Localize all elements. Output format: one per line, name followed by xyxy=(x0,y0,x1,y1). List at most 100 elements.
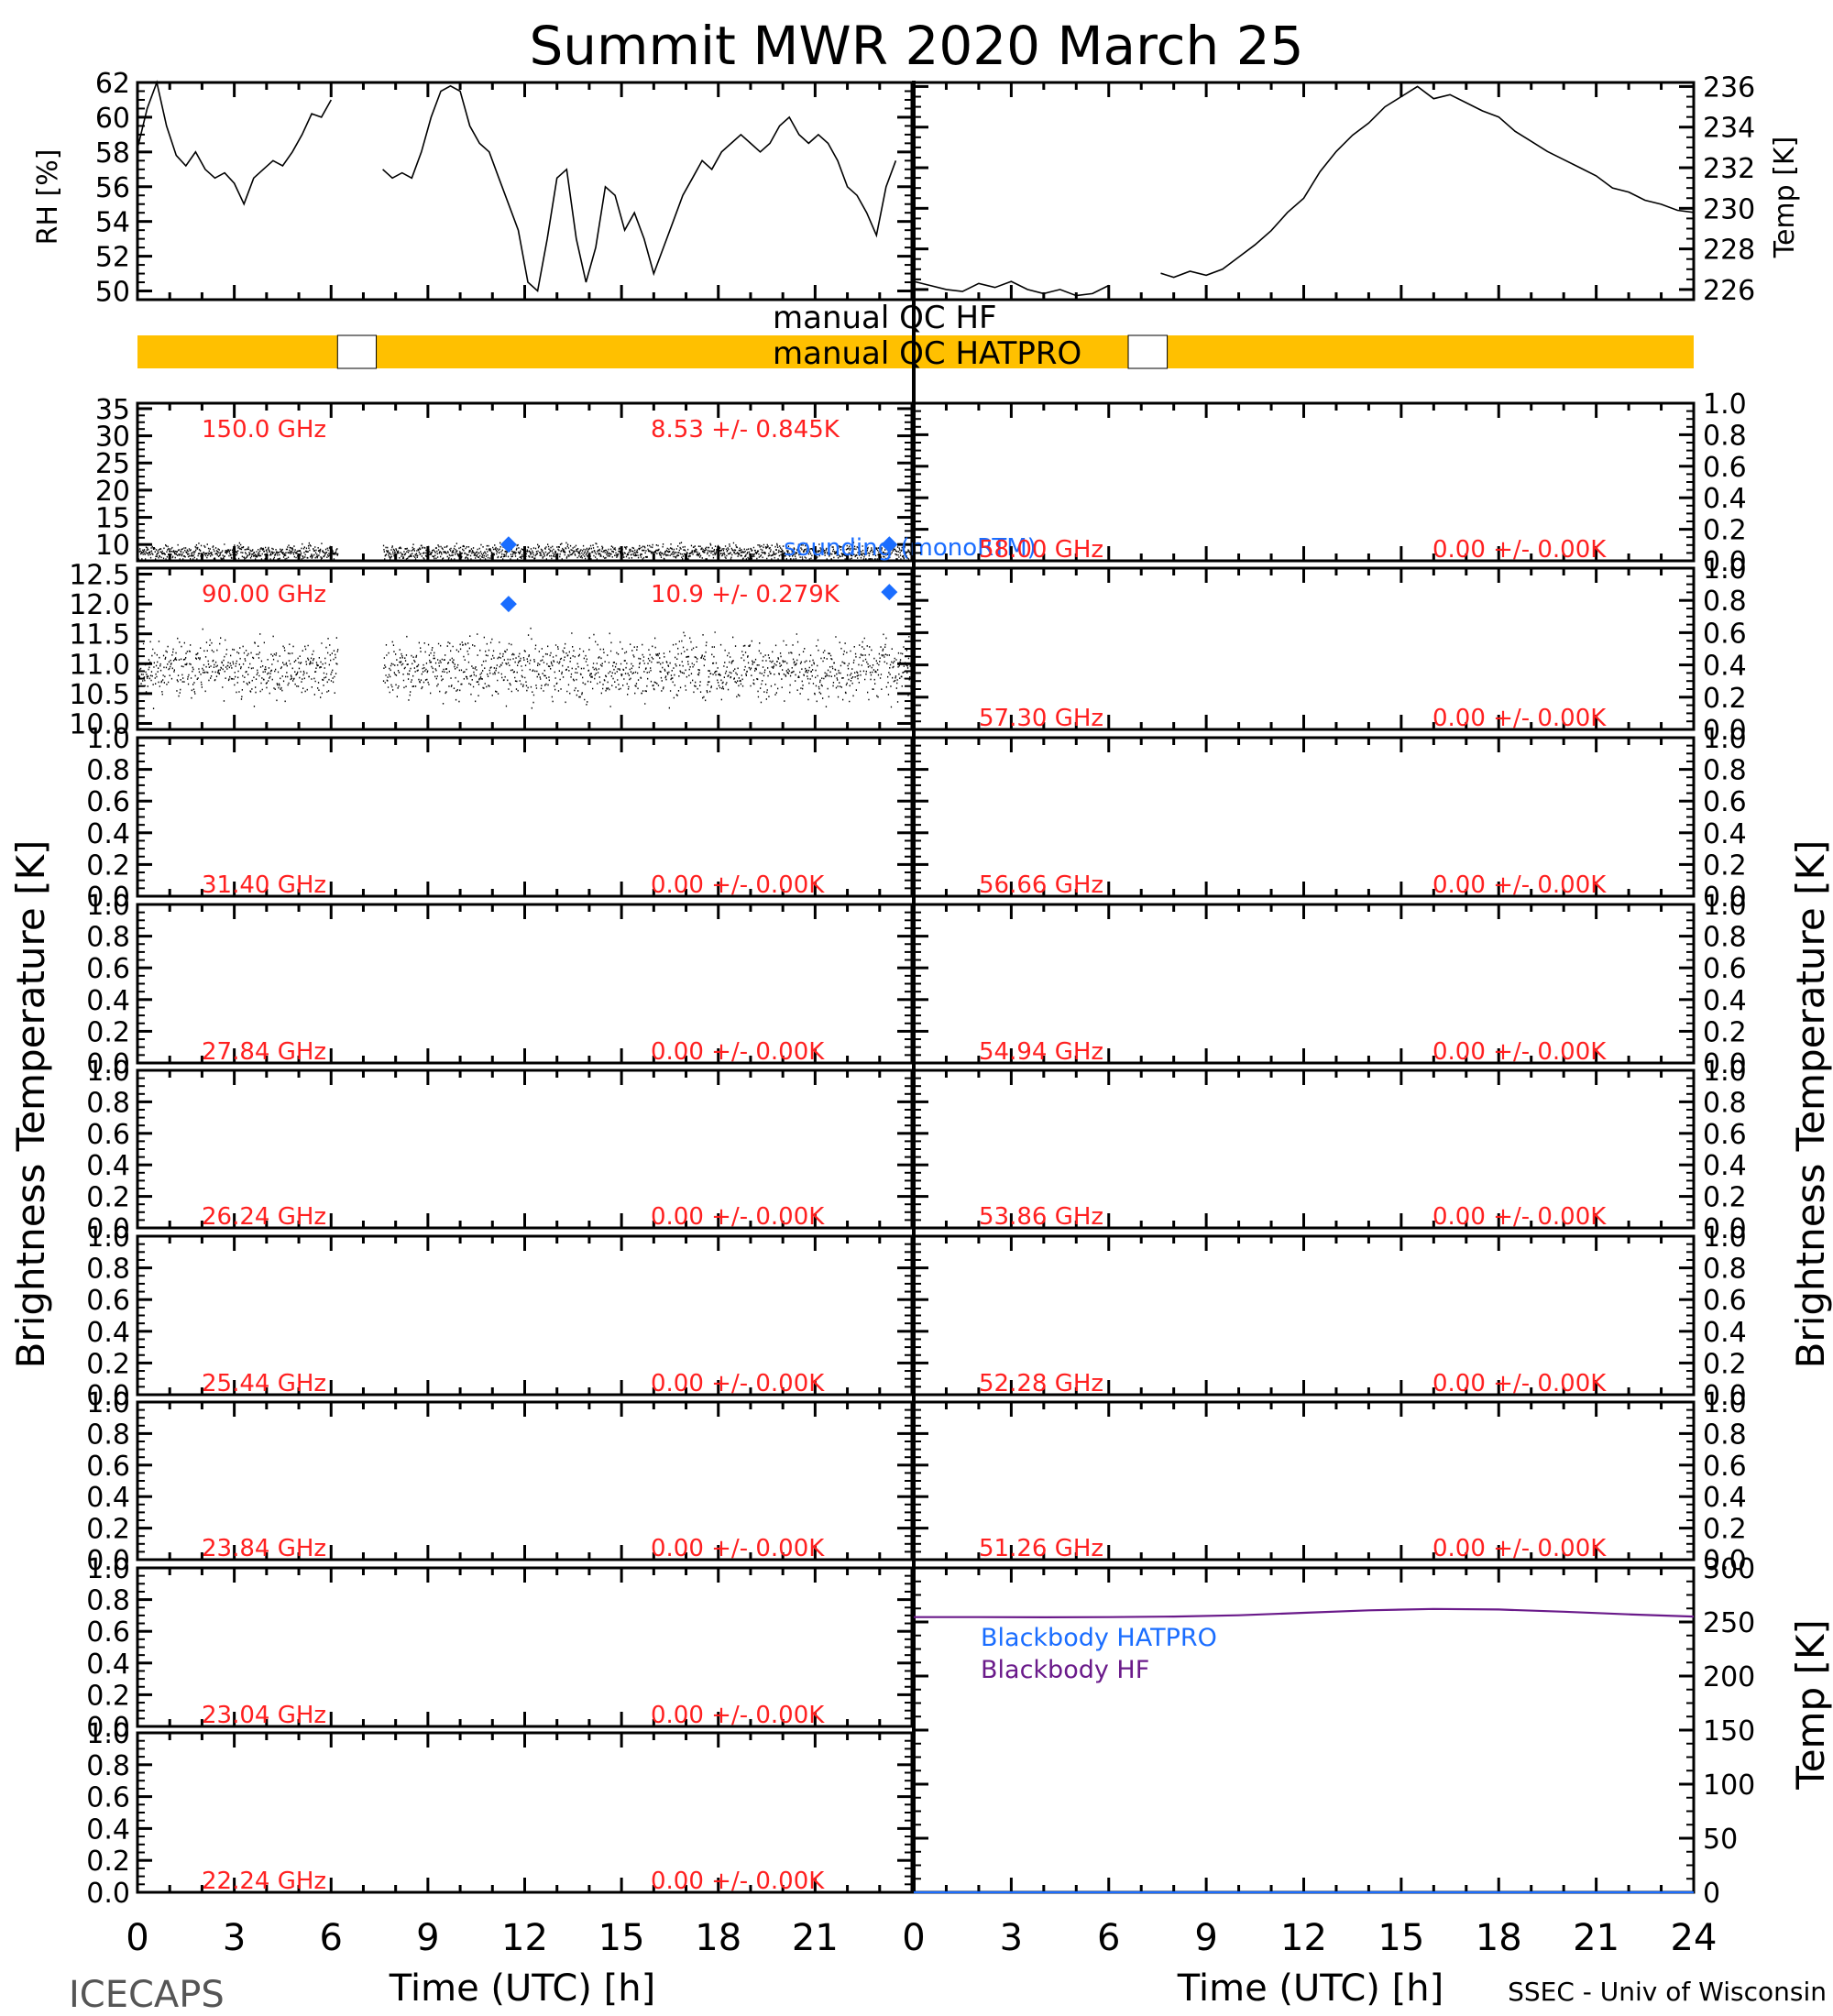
panel-b512: 0.00.20.40.60.81.0 51.26 GHz 0.00 +/- 0.00… xyxy=(912,1387,1747,1577)
y-tick-label: 58 xyxy=(95,137,130,170)
y-tick-label: 25 xyxy=(95,448,130,480)
y-tick-label: 200 xyxy=(1703,1661,1755,1693)
qc-gap xyxy=(336,334,378,369)
y-tick-label: 0.0 xyxy=(86,1545,130,1577)
y-tick-label: 0.6 xyxy=(86,1451,130,1483)
panel-b566: 0.00.20.40.60.81.0 56.66 GHz 0.00 +/- 0.00… xyxy=(912,723,1747,914)
y-tick-label: 50 xyxy=(95,277,130,309)
x-tick-label: 0 xyxy=(902,1917,925,1959)
y-tick-label: 50 xyxy=(1703,1824,1738,1856)
stat-label: 0.00 +/- 0.00K xyxy=(651,1038,825,1066)
freq-label: 54.94 GHz xyxy=(979,1038,1103,1066)
y-tick-label: 1.0 xyxy=(86,723,130,755)
y-tick-label: 228 xyxy=(1703,235,1755,267)
rh-axis-label: RH [%] xyxy=(32,149,64,246)
x-tick-label: 3 xyxy=(223,1917,246,1959)
freq-label: 26.24 GHz xyxy=(202,1203,326,1231)
y-tick-label: 0.4 xyxy=(86,1150,130,1182)
stat-label: 0.00 +/- 0.00K xyxy=(1432,536,1607,564)
y-tick-label: 0.8 xyxy=(86,1585,130,1617)
stat-label: 0.00 +/- 0.00K xyxy=(651,1868,825,1895)
y-tick-label: 0.6 xyxy=(1703,1285,1747,1317)
y-tick-label: 0.0 xyxy=(1703,1380,1747,1412)
temp-air-line xyxy=(913,85,1695,297)
y-tick-label: 0.6 xyxy=(86,1782,130,1814)
y-tick-label: 0.6 xyxy=(86,1119,130,1151)
stat-label: 0.00 +/- 0.00K xyxy=(1432,705,1607,732)
x-tick-label: 6 xyxy=(1097,1917,1120,1959)
y-tick-label: 0.0 xyxy=(1703,1213,1747,1245)
sounding-annotation: sounding (monoRTM) xyxy=(784,534,1037,562)
x-tick-label: 9 xyxy=(1194,1917,1217,1959)
y-tick-label: 1.0 xyxy=(86,1718,130,1750)
y-tick-label: 0.2 xyxy=(1703,1514,1747,1546)
y-tick-label: 35 xyxy=(95,394,130,426)
stat-label: 0.00 +/- 0.00K xyxy=(651,1203,825,1231)
freq-label: 25.44 GHz xyxy=(202,1370,326,1397)
y-tick-label: 226 xyxy=(1703,275,1755,307)
bt-noise-points xyxy=(137,627,913,709)
y-tick-label: 0.0 xyxy=(1703,546,1747,578)
temp-top-axis-label: Temp [K] xyxy=(1769,137,1801,259)
y-tick-label: 0.2 xyxy=(1703,849,1747,882)
freq-label: 58.00 GHz xyxy=(979,536,1103,564)
y-tick-label: 0.0 xyxy=(1703,715,1747,747)
footer-right: SSEC - Univ of Wisconsin xyxy=(1508,1977,1827,2007)
y-tick-label: 0.4 xyxy=(86,818,130,850)
x-tick-label: 24 xyxy=(1671,1917,1718,1959)
panel-b538: 0.00.20.40.60.81.0 53.86 GHz 0.00 +/- 0.00… xyxy=(912,1056,1747,1245)
y-tick-label: 0.0 xyxy=(86,882,130,914)
y-tick-label: 30 xyxy=(95,422,130,454)
stat-label: 0.00 +/- 0.00K xyxy=(1432,1038,1607,1066)
panel-b31: 0.00.20.40.60.81.0 31.40 GHz 0.00 +/- 0.00… xyxy=(86,723,914,914)
y-tick-label: 0.2 xyxy=(86,1846,130,1878)
freq-label: 23.84 GHz xyxy=(202,1535,326,1562)
y-tick-label: 0.2 xyxy=(1703,1016,1747,1048)
y-tick-label: 0.0 xyxy=(1703,1545,1747,1577)
y-tick-label: 0.4 xyxy=(86,1649,130,1681)
y-tick-label: 236 xyxy=(1703,71,1755,104)
y-tick-label: 0.8 xyxy=(86,1087,130,1119)
y-tick-label: 56 xyxy=(95,172,130,204)
y-tick-label: 52 xyxy=(95,242,130,274)
x-tick-labels: 0 3 6 9 12 15 18 21 0 3 6 9 12 15 18 21 24 xyxy=(126,1917,1717,1959)
y-tick-label: 1.0 xyxy=(86,1056,130,1088)
y-tick-label: 0.0 xyxy=(86,1712,130,1744)
x-tick-label: 0 xyxy=(126,1917,148,1959)
y-tick-label: 0.4 xyxy=(1703,651,1747,683)
y-tick-label: 300 xyxy=(1703,1553,1755,1585)
y-tick-label: 0 xyxy=(1703,1878,1720,1910)
panel-temp-air: 226 228 230 232 234 236 xyxy=(912,71,1755,307)
y-tick-label: 0.2 xyxy=(1703,1182,1747,1214)
y-tick-label: 0.8 xyxy=(1703,755,1747,787)
y-tick-label: 100 xyxy=(1703,1769,1755,1802)
y-tick-label: 0.6 xyxy=(1703,452,1747,484)
y-tick-label: 232 xyxy=(1703,153,1755,185)
bt-right-axis-label: Brightness Temperature [K] xyxy=(1788,840,1833,1369)
stat-label: 0.00 +/- 0.00K xyxy=(651,1370,825,1397)
y-tick-label: 0.0 xyxy=(86,1878,130,1910)
y-tick-label: 0.0 xyxy=(1703,882,1747,914)
y-tick-label: 1.0 xyxy=(1703,723,1747,755)
y-tick-label: 10.5 xyxy=(69,679,130,711)
panel-b238: 0.00.20.40.60.81.0 23.84 GHz 0.00 +/- 0.00… xyxy=(86,1387,914,1577)
y-tick-label: 0.2 xyxy=(1703,515,1747,547)
y-tick-label: 0.8 xyxy=(1703,922,1747,954)
y-tick-label: 54 xyxy=(95,207,130,239)
y-tick-label: 0.0 xyxy=(86,1048,130,1080)
stat-label: 0.00 +/- 0.00K xyxy=(1432,1370,1607,1397)
y-tick-label: 20 xyxy=(95,476,130,508)
y-tick-label: 1.0 xyxy=(86,1222,130,1254)
stat-label: 0.00 +/- 0.00K xyxy=(1432,871,1607,899)
stat-label: 10.9 +/- 0.279K xyxy=(651,581,840,608)
y-tick-label: 0.4 xyxy=(1703,1482,1747,1514)
y-tick-label: 12.0 xyxy=(69,589,130,621)
x-tick-label: 6 xyxy=(320,1917,343,1959)
stat-label: 0.00 +/- 0.00K xyxy=(651,1535,825,1562)
freq-label: 31.40 GHz xyxy=(202,871,326,899)
legend-entry: Blackbody HATPRO xyxy=(981,1624,1217,1652)
y-tick-label: 0.6 xyxy=(1703,786,1747,818)
y-tick-label: 0.4 xyxy=(86,985,130,1017)
